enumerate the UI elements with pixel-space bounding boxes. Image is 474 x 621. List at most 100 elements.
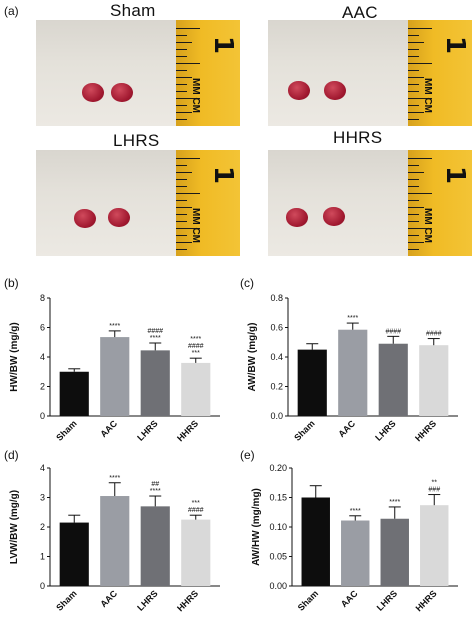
significance-label: ## [151, 481, 159, 488]
y-axis-label: AW/HW (mg/mg) [251, 488, 262, 566]
ruler-tick [176, 242, 192, 243]
y-tick-label: 2 [40, 522, 45, 532]
bar [419, 345, 449, 416]
x-tick-label: LHRS [135, 418, 159, 442]
ruler-tick [408, 235, 419, 236]
y-axis-label: AW/BW (mg/g) [247, 323, 258, 392]
y-tick-label: 8 [40, 293, 45, 303]
ruler-tick [408, 165, 419, 166]
y-tick-label: 6 [40, 323, 45, 333]
panel-label-e: (e) [240, 448, 255, 462]
ruler-tick [408, 56, 419, 57]
x-tick-label: AAC [336, 418, 357, 439]
heart-sample [82, 83, 104, 102]
y-tick-label: 0.6 [270, 323, 283, 333]
ruler-unit-label: MM CM [422, 78, 433, 113]
x-tick-label: AAC [339, 588, 360, 609]
ruler-tick [176, 165, 187, 166]
x-tick-label: HHRS [175, 588, 200, 613]
ruler-tick [176, 235, 187, 236]
panel-label-b: (b) [4, 276, 19, 290]
ruler-tick [408, 77, 424, 78]
ruler-tick [176, 200, 187, 201]
ruler-tick [408, 49, 419, 50]
ruler: 1 MM CM [176, 20, 240, 126]
significance-label: **** [350, 508, 361, 515]
bar [100, 337, 130, 416]
photo-title: HHRS [333, 128, 383, 147]
photo-aac: 1 MM CM [268, 20, 472, 126]
ruler-tick [408, 228, 432, 229]
photo-sham: 1 MM CM [36, 20, 240, 126]
bar [420, 505, 449, 586]
bar [338, 329, 368, 416]
x-tick-label: Sham [54, 588, 78, 612]
ruler-number: 1 [439, 165, 470, 185]
ruler-tick [176, 91, 187, 92]
ruler: 1 MM CM [408, 20, 472, 126]
ruler-tick [176, 172, 192, 173]
y-axis-label: HW/BW (mg/g) [9, 322, 20, 391]
ruler-tick [176, 105, 187, 106]
ruler-tick [176, 186, 187, 187]
ruler-tick [176, 179, 187, 180]
photo-lhrs: 1 MM CM [36, 150, 240, 256]
ruler-tick [176, 84, 187, 85]
y-tick-label: 2 [40, 382, 45, 392]
significance-label: #### [188, 343, 204, 350]
ruler-tick [176, 35, 187, 36]
x-tick-label: HHRS [414, 588, 439, 613]
x-tick-label: AAC [98, 418, 119, 439]
ruler-tick [176, 49, 187, 50]
ruler-tick [408, 119, 419, 120]
x-tick-label: Sham [296, 588, 320, 612]
y-tick-label: 0 [40, 581, 45, 591]
x-tick-label: Sham [54, 418, 78, 442]
ruler-tick [408, 112, 424, 113]
y-tick-label: 0.0 [270, 411, 283, 421]
bar [59, 371, 89, 416]
y-tick-label: 0.00 [269, 581, 287, 591]
ruler: 1 MM CM [408, 150, 472, 256]
ruler-tick [408, 214, 419, 215]
ruler-unit-label: MM CM [422, 208, 433, 243]
significance-label: **** [150, 335, 161, 342]
ruler-tick [176, 249, 187, 250]
ruler-tick [408, 249, 419, 250]
x-tick-label: HHRS [175, 418, 200, 443]
significance-label: ### [428, 487, 440, 494]
ruler-tick [408, 179, 419, 180]
bar [297, 349, 327, 416]
heart-sample [108, 208, 130, 227]
ruler-tick [408, 91, 419, 92]
bar [181, 362, 211, 416]
ruler-tick [176, 119, 187, 120]
significance-label: #### [426, 331, 442, 338]
bar [181, 519, 211, 586]
y-tick-label: 3 [40, 493, 45, 503]
ruler-tick [408, 207, 424, 208]
panel-label-a: (a) [4, 4, 19, 18]
y-tick-label: 0.15 [269, 493, 287, 503]
ruler-tick [176, 63, 200, 64]
y-tick-label: 1 [40, 552, 45, 562]
y-axis-label: LVW/BW (mg/g) [9, 490, 20, 564]
ruler-tick [408, 193, 432, 194]
heart-sample [74, 209, 96, 228]
bar [140, 506, 170, 586]
bar [380, 518, 409, 586]
ruler-tick [176, 112, 192, 113]
ruler-tick [176, 158, 200, 159]
ruler-tick [176, 56, 187, 57]
heart-sample [288, 81, 310, 100]
ruler-tick [176, 77, 192, 78]
significance-label: *** [192, 350, 200, 357]
significance-label: #### [188, 507, 204, 514]
y-tick-label: 0.05 [269, 552, 287, 562]
y-tick-label: 4 [40, 352, 45, 362]
ruler-tick [176, 214, 187, 215]
ruler-tick [408, 28, 432, 29]
significance-label: **** [150, 488, 161, 495]
panel-label-c: (c) [240, 276, 254, 290]
